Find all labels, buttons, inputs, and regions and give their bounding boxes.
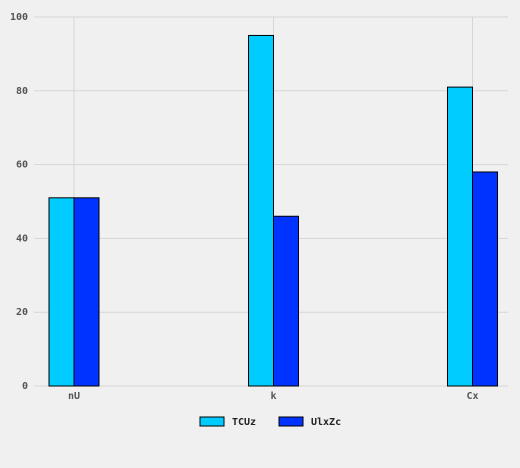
legend-swatch <box>199 416 225 427</box>
bar-UlxZc-nU <box>73 197 100 387</box>
x-axis-ticks: nU k Cx <box>68 391 479 402</box>
x-tick-label: Cx <box>466 391 478 402</box>
legend: TCUz UlxZc <box>199 416 341 428</box>
x-tick-label: k <box>270 391 276 402</box>
legend-label: TCUz <box>232 417 256 428</box>
y-tick-label: 20 <box>16 307 28 318</box>
legend-swatch <box>278 416 304 427</box>
bar-UlxZc-k <box>273 215 299 387</box>
bar-TCUz-k <box>248 34 274 387</box>
bar-UlxZc-Cx <box>472 171 498 387</box>
bar-TCUz-nU <box>48 197 75 387</box>
y-axis-ticks: 0 20 40 60 80 100 <box>10 12 28 392</box>
x-tick-label: nU <box>68 391 80 402</box>
y-tick-label: 100 <box>10 12 28 23</box>
legend-item: UlxZc <box>278 416 341 428</box>
y-tick-label: 60 <box>16 160 28 171</box>
bar-TCUz-Cx <box>447 86 473 387</box>
legend-item: TCUz <box>199 416 256 428</box>
bars <box>48 34 498 387</box>
legend-label: UlxZc <box>311 417 341 428</box>
y-tick-label: 80 <box>16 86 28 97</box>
y-tick-label: 0 <box>22 381 28 392</box>
y-tick-label: 40 <box>16 233 28 244</box>
